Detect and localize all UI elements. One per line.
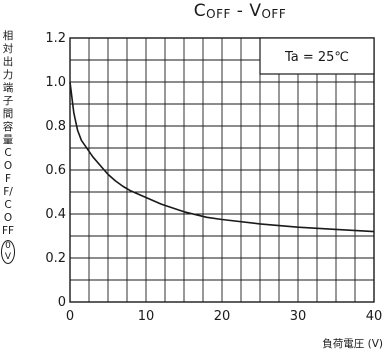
y-tick-label: 1.2: [45, 31, 66, 46]
y-axis-label-unit: 0V: [1, 240, 15, 264]
title-v: V: [249, 1, 262, 21]
y-tick-label: 0.2: [45, 251, 66, 266]
title-sep: -: [230, 1, 250, 21]
y-axis-label-text: 相対出力端子間容量COFF/COFF: [1, 30, 15, 237]
series-line: [69, 81, 375, 233]
title-c: C: [193, 1, 207, 21]
x-axis-label: 負荷電圧 (V): [322, 338, 383, 350]
plot-frame: [69, 37, 375, 303]
y-tick-label: 0.6: [45, 163, 66, 178]
annotation-label: Ta = 25℃: [284, 50, 349, 65]
x-tick-label: 40: [366, 309, 383, 324]
x-tick-label: 0: [66, 309, 74, 324]
y-tick-label: 0.8: [45, 119, 66, 134]
title-v-sub: OFF: [261, 7, 287, 21]
y-tick-label: 0: [58, 295, 66, 310]
x-tick-label: 30: [290, 309, 307, 324]
annotation-box: [259, 37, 375, 75]
y-tick-label: 0.4: [45, 207, 66, 222]
y-tick-label: 1.0: [45, 75, 66, 90]
chart-title: COFF - VOFF: [150, 1, 330, 21]
title-c-sub: OFF: [206, 7, 231, 21]
y-axis-label: 相対出力端子間容量COFF/COFF 0V: [1, 30, 15, 264]
x-tick-label: 10: [138, 309, 155, 324]
x-tick-label: 20: [214, 309, 231, 324]
